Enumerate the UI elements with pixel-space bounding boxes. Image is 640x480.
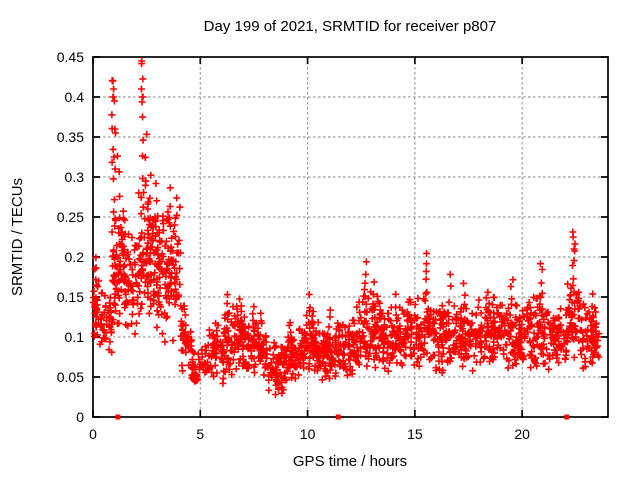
y-axis-label: SRMTID / TECUs (9, 178, 26, 296)
y-tick-label: 0.3 (65, 169, 85, 185)
y-tick-label: 0.35 (57, 129, 84, 145)
chart-title: Day 199 of 2021, SRMTID for receiver p80… (204, 18, 497, 35)
baseline-flag-square (115, 414, 121, 420)
x-tick-label: 10 (300, 426, 316, 442)
plot-border (92, 56, 609, 418)
y-tick-label: 0.45 (57, 49, 84, 65)
baseline-flag-series (115, 414, 570, 420)
x-tick-label: 0 (89, 426, 97, 442)
y-tick-label: 0.2 (65, 249, 85, 265)
y-tick-label: 0.1 (65, 329, 85, 345)
x-tick-label: 20 (514, 426, 530, 442)
x-tick-label: 15 (407, 426, 423, 442)
baseline-flag-square (564, 414, 570, 420)
y-tick-label: 0 (76, 409, 84, 425)
x-axis-label: GPS time / hours (293, 453, 407, 470)
y-tick-label: 0.15 (57, 289, 84, 305)
y-tick-label: 0.05 (57, 369, 84, 385)
srmtid-points-path (89, 57, 603, 398)
tick-labels: 0 5 10 15 20 0 0.05 0.1 0.15 0.2 0.25 0.3 0.35 0.4 0.4… (57, 49, 530, 442)
scatter-series (89, 57, 603, 398)
x-tick-label: 5 (196, 426, 204, 442)
y-tick-label: 0.4 (65, 89, 85, 105)
baseline-flag-square (335, 414, 341, 420)
y-tick-label: 0.25 (57, 209, 84, 225)
